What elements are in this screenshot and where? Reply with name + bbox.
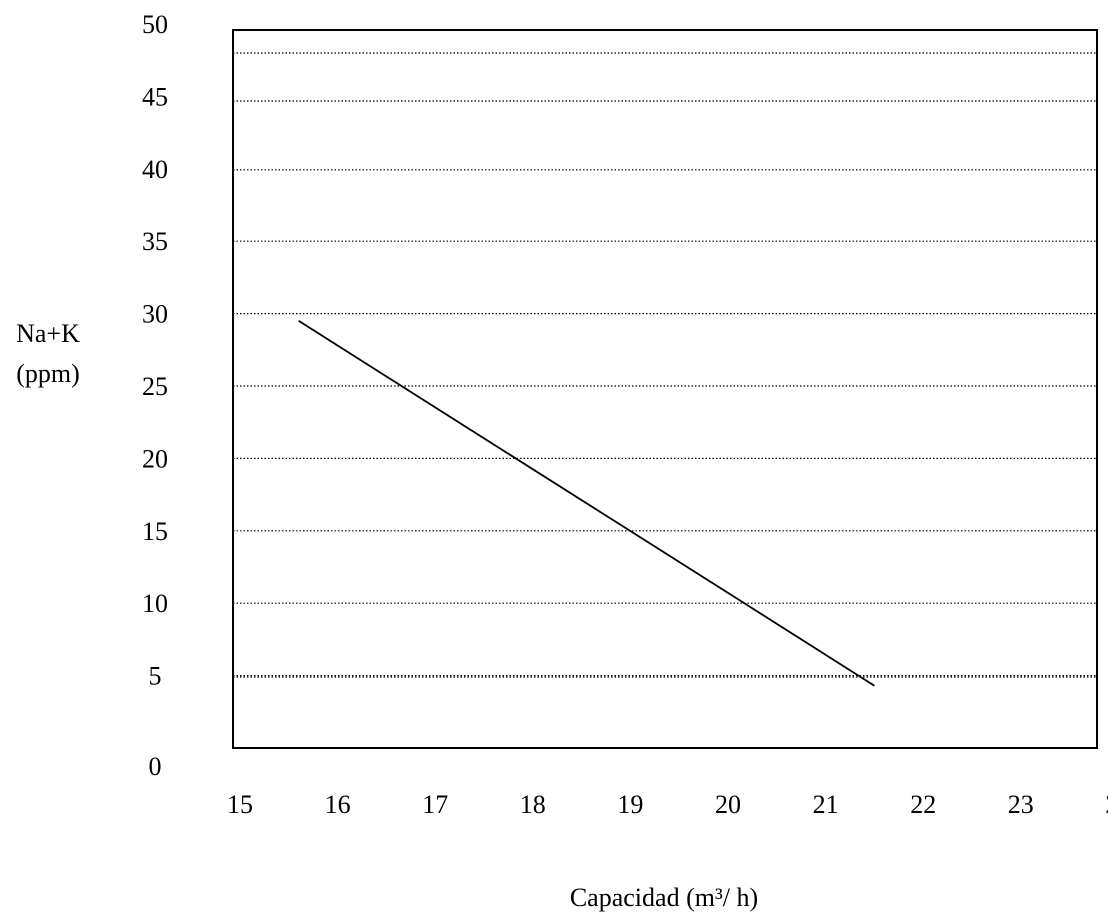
series-layer	[298, 320, 875, 687]
x-tick-label: 16	[325, 790, 351, 819]
x-tick-label: 24	[1105, 790, 1108, 819]
y-tick-label: 35	[142, 227, 168, 256]
x-tick-label: 21	[813, 790, 839, 819]
x-tick-label: 17	[422, 790, 448, 819]
y-tick-label: 0	[149, 752, 162, 781]
y-axis-tick-labels: 0 5 10 15 20 25 30 35 40 45 50	[142, 10, 168, 781]
y-tick-label: 50	[142, 10, 168, 39]
y-tick-label: 40	[142, 155, 168, 184]
series-line	[298, 320, 875, 687]
x-tick-label: 18	[520, 790, 546, 819]
y-tick-label: 5	[149, 662, 162, 691]
x-tick-label: 23	[1008, 790, 1034, 819]
x-tick-label: 15	[227, 790, 253, 819]
x-tick-label: 20	[715, 790, 741, 819]
y-axis-title-line-2: (ppm)	[16, 359, 80, 388]
y-tick-label: 10	[142, 589, 168, 618]
y-tick-label: 30	[142, 300, 168, 329]
y-axis-title-line-1: Na+K	[16, 319, 80, 348]
x-tick-label: 19	[617, 790, 643, 819]
y-tick-label: 25	[142, 372, 168, 401]
x-tick-label: 22	[910, 790, 936, 819]
y-tick-label: 20	[142, 444, 168, 473]
x-axis-tick-labels: 15 16 17 18 19 20 21 22 23 24	[227, 790, 1108, 819]
gridlines	[233, 52, 1097, 678]
y-tick-label: 45	[142, 82, 168, 111]
y-tick-label: 15	[142, 517, 168, 546]
plot-frame	[232, 29, 1098, 749]
x-axis-title: Capacidad (m³/ h)	[570, 883, 758, 912]
